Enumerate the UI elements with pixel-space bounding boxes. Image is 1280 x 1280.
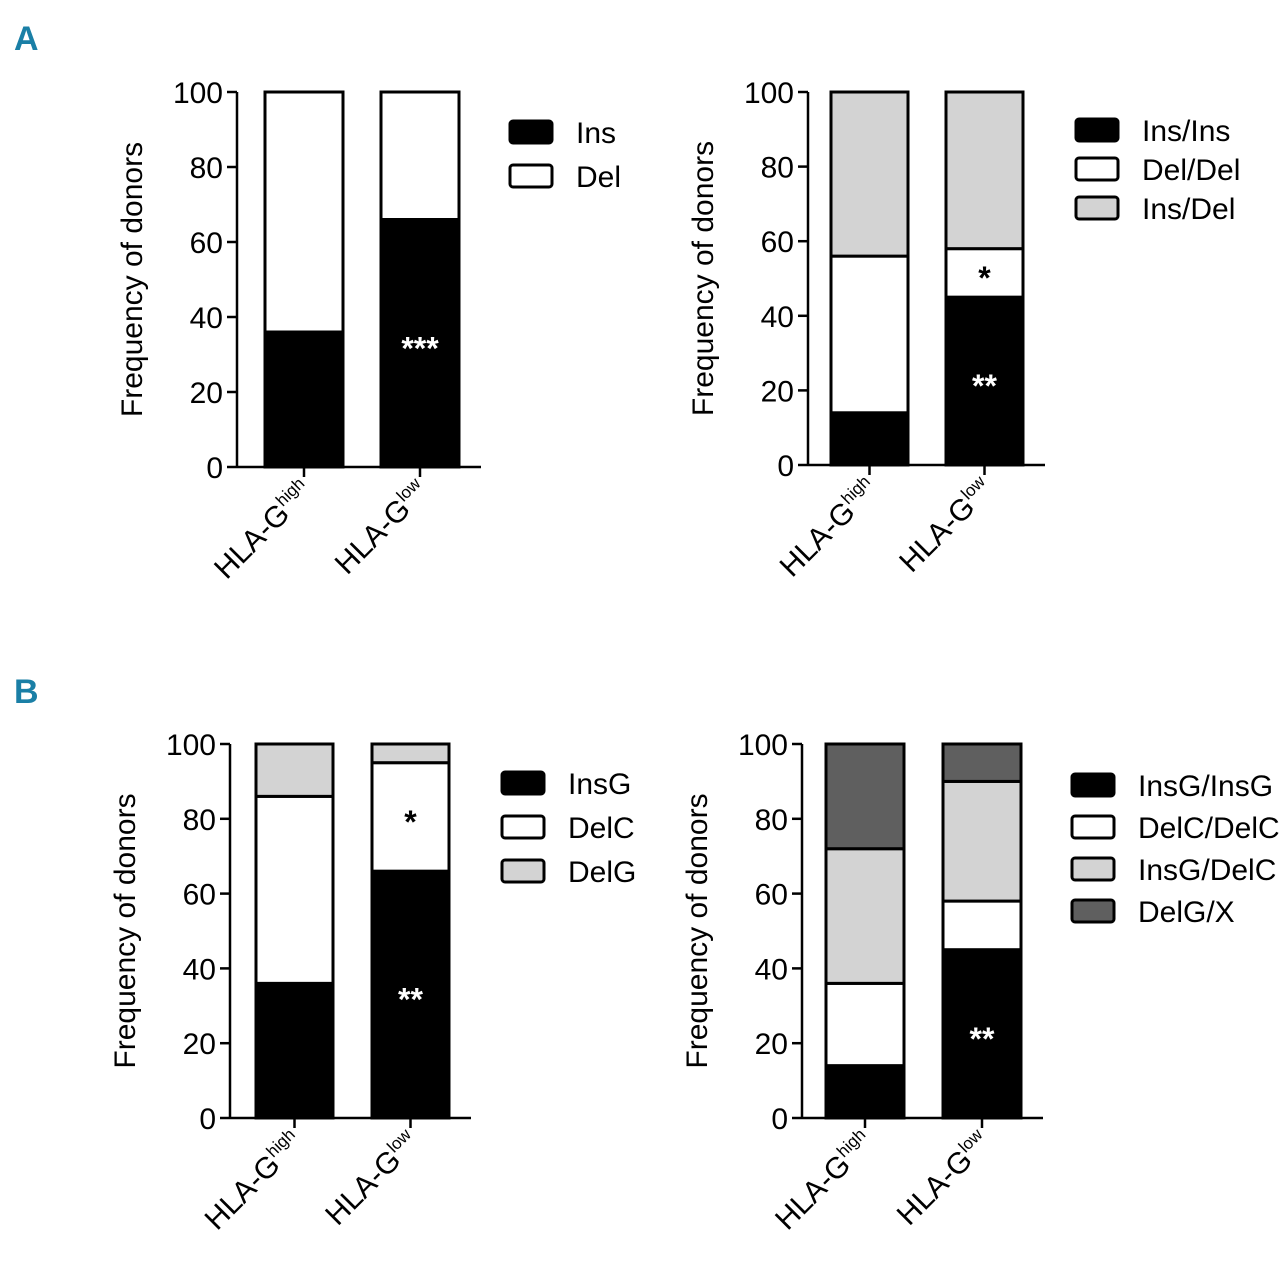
x-category-label: HLA-Ghigh <box>773 472 885 584</box>
y-tick-label: 60 <box>755 879 788 912</box>
x-category-label: HLA-Glow <box>893 471 1000 578</box>
y-tick-label: 60 <box>761 226 794 259</box>
legend-label: InsG/DelC <box>1138 854 1276 887</box>
significance-annotation: * <box>978 260 991 296</box>
y-tick-label: 40 <box>183 953 216 986</box>
bar-segment <box>263 330 345 469</box>
y-tick-label: 0 <box>206 452 223 485</box>
y-tick-label: 80 <box>183 804 216 837</box>
y-tick-label: 80 <box>190 152 223 185</box>
legend-label: Del <box>576 161 621 194</box>
chart-1: *** 0 20 40 60 80 100 Frequency of donors HLA-Gh… <box>116 77 621 586</box>
legend-swatch <box>1074 195 1120 221</box>
legend-swatch <box>508 163 554 189</box>
bar-segment <box>254 742 335 798</box>
x-category-label: HLA-Glow <box>890 1124 997 1231</box>
bar-segment <box>254 794 335 985</box>
y-tick-label: 20 <box>761 375 794 408</box>
y-tick-label: 100 <box>166 729 216 762</box>
significance-annotation: ** <box>972 368 997 404</box>
legend-swatch <box>1070 856 1116 882</box>
bar-segment <box>370 761 451 873</box>
y-tick-label: 0 <box>777 450 794 483</box>
bar-segment <box>379 218 461 469</box>
bar-segment <box>263 90 345 334</box>
y-tick-label: 80 <box>761 152 794 185</box>
legend-swatch <box>500 858 546 884</box>
x-category-label: HLA-Ghigh <box>207 474 319 586</box>
bar-segment <box>941 742 1023 783</box>
significance-annotation: *** <box>401 330 439 366</box>
legend-label: Ins/Del <box>1142 193 1235 226</box>
legend-swatch <box>1074 156 1120 182</box>
bar-segment <box>824 847 906 985</box>
bar-segment <box>379 90 461 221</box>
bar-segment <box>254 981 335 1120</box>
bar-segment <box>941 948 1023 1120</box>
legend-swatch <box>1070 814 1116 840</box>
bar-segment <box>370 869 451 1120</box>
legend-label: DelG <box>568 856 636 889</box>
chart-4: ** 0 20 40 60 80 100 Frequency of donors HLA-Ghi… <box>681 729 1280 1237</box>
legend-swatch <box>500 814 546 840</box>
y-tick-label: 100 <box>738 729 788 762</box>
bar-segment <box>944 247 1025 299</box>
bar-segment <box>829 90 910 258</box>
legend-swatch <box>500 770 546 796</box>
legend-swatch <box>508 119 554 145</box>
legend-swatch <box>1070 898 1116 924</box>
legend-label: Ins <box>576 117 616 150</box>
bar-segment <box>824 1064 906 1120</box>
y-axis-label: Frequency of donors <box>687 141 720 416</box>
y-axis-label: Frequency of donors <box>116 142 149 417</box>
legend-label: Del/Del <box>1142 154 1240 187</box>
bar-segment <box>824 981 906 1068</box>
panel-label-b: B <box>14 673 39 711</box>
legend-label: DelG/X <box>1138 896 1235 929</box>
legend-label: InsG <box>568 768 631 801</box>
x-category-label: HLA-Glow <box>319 1124 426 1231</box>
y-axis-label: Frequency of donors <box>109 793 142 1068</box>
y-tick-label: 40 <box>761 301 794 334</box>
y-tick-label: 40 <box>190 302 223 335</box>
legend-swatch <box>1070 772 1116 798</box>
legend-label: DelC/DelC <box>1138 812 1280 845</box>
bar-segment <box>941 779 1023 903</box>
panel-label-a: A <box>14 20 39 58</box>
x-category-label: HLA-Ghigh <box>768 1125 880 1237</box>
bar-segment <box>824 742 906 851</box>
bar-segment <box>941 899 1023 952</box>
y-tick-label: 40 <box>755 953 788 986</box>
y-tick-label: 100 <box>744 77 794 110</box>
y-tick-label: 0 <box>199 1103 216 1136</box>
y-tick-label: 100 <box>173 77 223 110</box>
y-tick-label: 20 <box>755 1028 788 1061</box>
x-category-label: HLA-Ghigh <box>198 1125 310 1237</box>
significance-annotation: * <box>404 804 417 840</box>
y-tick-label: 80 <box>755 804 788 837</box>
y-tick-label: 60 <box>183 879 216 912</box>
y-tick-label: 0 <box>771 1103 788 1136</box>
legend-label: Ins/Ins <box>1142 115 1230 148</box>
legend-swatch <box>1074 117 1120 143</box>
significance-annotation: ** <box>398 982 423 1018</box>
bar-segment <box>829 411 910 467</box>
y-tick-label: 20 <box>183 1028 216 1061</box>
y-axis-label: Frequency of donors <box>681 793 714 1068</box>
legend-label: InsG/InsG <box>1138 770 1273 803</box>
bar-segment <box>370 742 451 765</box>
x-category-label: HLA-Glow <box>328 473 435 580</box>
legend-label: DelC <box>568 812 635 845</box>
y-tick-label: 60 <box>190 227 223 260</box>
y-tick-label: 20 <box>190 377 223 410</box>
significance-annotation: ** <box>970 1021 995 1057</box>
bar-segment <box>829 254 910 415</box>
bar-segment <box>944 90 1025 251</box>
